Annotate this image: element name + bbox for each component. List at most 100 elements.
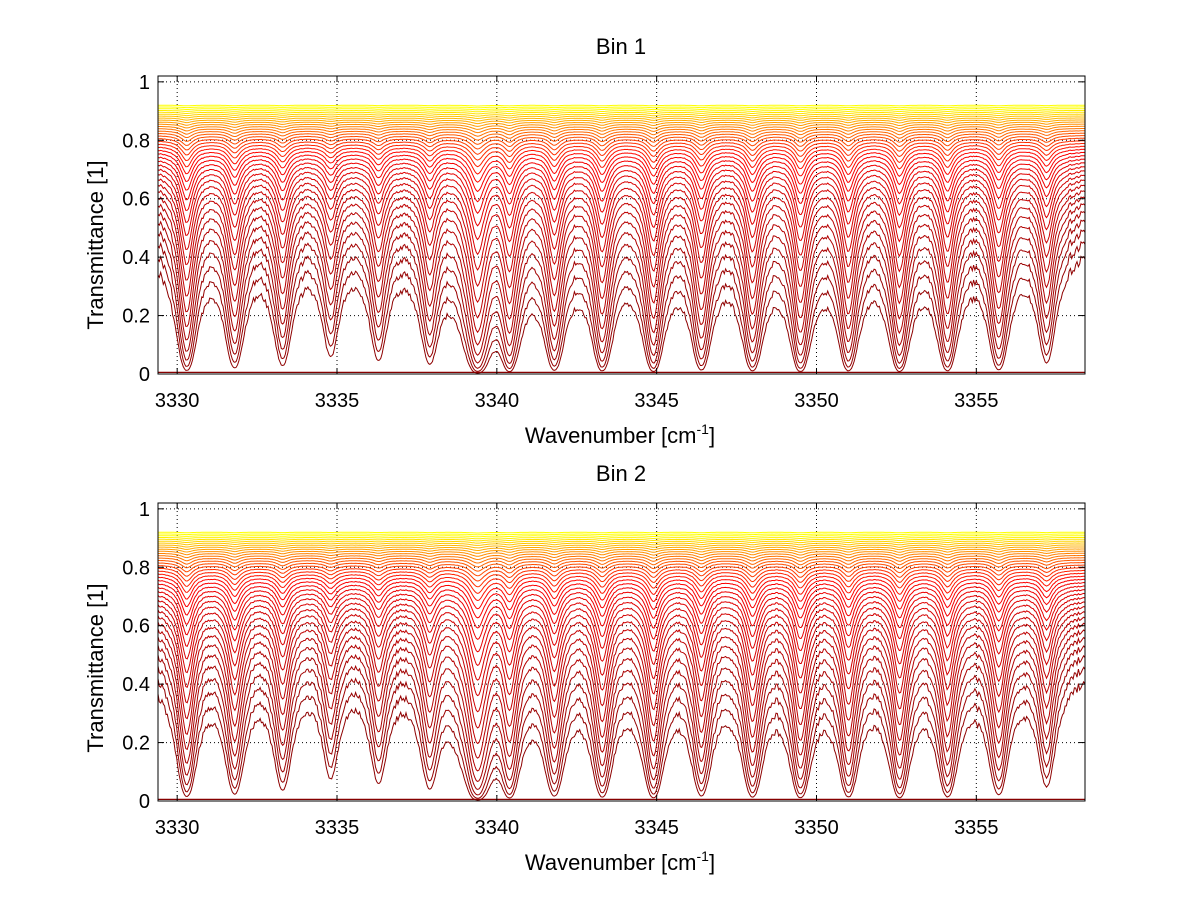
x-tick-label: 3335 bbox=[315, 390, 360, 412]
axes-frame bbox=[157, 502, 1086, 802]
spectrum-line bbox=[157, 554, 1085, 564]
spectrum-line bbox=[157, 636, 1086, 782]
spectrum-line bbox=[157, 148, 1086, 183]
x-axis-label: Wavenumber [cm-1] bbox=[525, 848, 715, 875]
spectrum-line bbox=[157, 581, 1086, 629]
spectrum-line bbox=[157, 203, 1086, 346]
x-tick-label: 3355 bbox=[954, 817, 999, 839]
tick-group: 3330 3335 3340 3345 3350 3355 0 0.2 0.4 0.6 0.8 1 bbox=[122, 72, 1085, 412]
x-tick-label: 3350 bbox=[794, 390, 839, 412]
x-axis-label-main: Wavenumber [cm bbox=[525, 850, 697, 875]
x-tick-label: 3345 bbox=[634, 390, 679, 412]
y-axis-label: Transmittance [1] bbox=[83, 160, 108, 329]
y-tick-label: 0.4 bbox=[122, 674, 150, 696]
spectrum-line bbox=[158, 128, 1085, 137]
spectrum-line bbox=[157, 544, 1085, 549]
subplot-title: Bin 1 bbox=[596, 34, 646, 59]
spectrum-line bbox=[157, 596, 1086, 681]
x-tick-label: 3335 bbox=[315, 817, 360, 839]
subplot-bin-2: Bin 2 Transmittance [1] Wavenumber [cm-1… bbox=[83, 461, 1086, 875]
spectrum-line bbox=[158, 111, 1085, 115]
spectrum-line bbox=[157, 654, 1086, 796]
spectrum-line bbox=[157, 166, 1086, 241]
spectrum-line bbox=[157, 645, 1086, 790]
spectrum-line bbox=[158, 109, 1085, 113]
x-tick-label: 3330 bbox=[155, 390, 200, 412]
spectrum-line bbox=[157, 240, 1086, 372]
y-tick-label: 0.8 bbox=[122, 557, 150, 579]
spectrum-line bbox=[157, 151, 1086, 193]
spectrum-line bbox=[157, 184, 1086, 304]
spectrum-line bbox=[157, 137, 1086, 155]
x-tick-label: 3350 bbox=[794, 817, 839, 839]
spectrum-line bbox=[157, 680, 1086, 801]
spectrum-line bbox=[157, 611, 1086, 729]
spectrum-line bbox=[158, 132, 1086, 145]
spectrum-line bbox=[157, 567, 1086, 588]
spectrum-line bbox=[157, 601, 1086, 697]
curve-group bbox=[157, 531, 1086, 801]
x-axis-label-sup: -1 bbox=[697, 421, 710, 437]
y-tick-label: 0 bbox=[139, 791, 150, 813]
y-tick-label: 0.4 bbox=[122, 247, 150, 269]
spectrum-line bbox=[157, 629, 1086, 772]
spectrum-line bbox=[157, 575, 1086, 610]
spectrum-line bbox=[157, 622, 1086, 759]
spectrum-line bbox=[157, 572, 1086, 602]
spectrum-line bbox=[157, 196, 1086, 334]
spectrum-line bbox=[157, 559, 1086, 572]
y-tick-label: 0.6 bbox=[122, 189, 150, 211]
spectrum-line bbox=[158, 542, 1085, 546]
spectrum-line bbox=[157, 531, 1085, 534]
spectrum-line bbox=[157, 585, 1086, 640]
y-tick-label: 1 bbox=[139, 72, 150, 94]
spectrum-line bbox=[158, 108, 1085, 111]
spectrum-line bbox=[158, 106, 1085, 109]
subplot-title: Bin 2 bbox=[596, 461, 646, 486]
spectrum-line bbox=[157, 219, 1086, 364]
y-axis-label: Transmittance [1] bbox=[83, 583, 108, 752]
spectrum-line bbox=[157, 578, 1086, 619]
spectrum-line bbox=[157, 158, 1086, 214]
x-axis-label-main: Wavenumber [cm bbox=[525, 423, 697, 448]
y-tick-label: 0.2 bbox=[122, 733, 150, 755]
axes-frame bbox=[157, 75, 1086, 375]
spectrum-line bbox=[157, 592, 1086, 667]
spectrum-line bbox=[158, 533, 1085, 536]
spectrum-line bbox=[157, 170, 1086, 256]
spectrum-line bbox=[157, 162, 1086, 227]
spectrum-line bbox=[158, 119, 1085, 125]
spectrum-line bbox=[158, 135, 1085, 150]
spectrum-line bbox=[157, 130, 1085, 141]
y-tick-label: 0.8 bbox=[122, 130, 150, 152]
spectrum-line bbox=[157, 589, 1086, 653]
subplot-bin-1: Bin 1 Transmittance [1] Wavenumber [cm-1… bbox=[83, 34, 1086, 448]
x-axis-label-sup: -1 bbox=[697, 848, 710, 864]
spectrum-line bbox=[157, 550, 1085, 557]
spectrum-line bbox=[158, 535, 1085, 538]
x-tick-label: 3355 bbox=[954, 390, 999, 412]
spectrum-line bbox=[157, 564, 1085, 582]
y-tick-label: 1 bbox=[139, 499, 150, 521]
spectrum-line bbox=[158, 117, 1085, 122]
tick-group: 3330 3335 3340 3345 3350 3355 0 0.2 0.4 0.6 0.8 1 bbox=[122, 499, 1085, 839]
spectrum-line bbox=[157, 255, 1086, 374]
spectrum-line bbox=[157, 145, 1086, 175]
spectrum-line bbox=[157, 210, 1086, 356]
spectrum-line bbox=[158, 115, 1085, 120]
y-tick-label: 0.6 bbox=[122, 616, 150, 638]
spectrum-line bbox=[157, 552, 1086, 561]
spectrum-line bbox=[158, 123, 1085, 130]
spectrum-line bbox=[157, 616, 1086, 745]
spectrum-line bbox=[157, 548, 1085, 554]
spectrum-line bbox=[157, 143, 1086, 168]
y-tick-label: 0.2 bbox=[122, 306, 150, 328]
spectrum-line bbox=[157, 666, 1086, 799]
spectrum-line bbox=[157, 179, 1086, 287]
spectrum-line bbox=[157, 229, 1086, 369]
x-axis-label-end: ] bbox=[709, 850, 715, 875]
spectrum-line bbox=[157, 569, 1086, 594]
x-tick-label: 3340 bbox=[475, 390, 520, 412]
x-axis-label-end: ] bbox=[709, 423, 715, 448]
